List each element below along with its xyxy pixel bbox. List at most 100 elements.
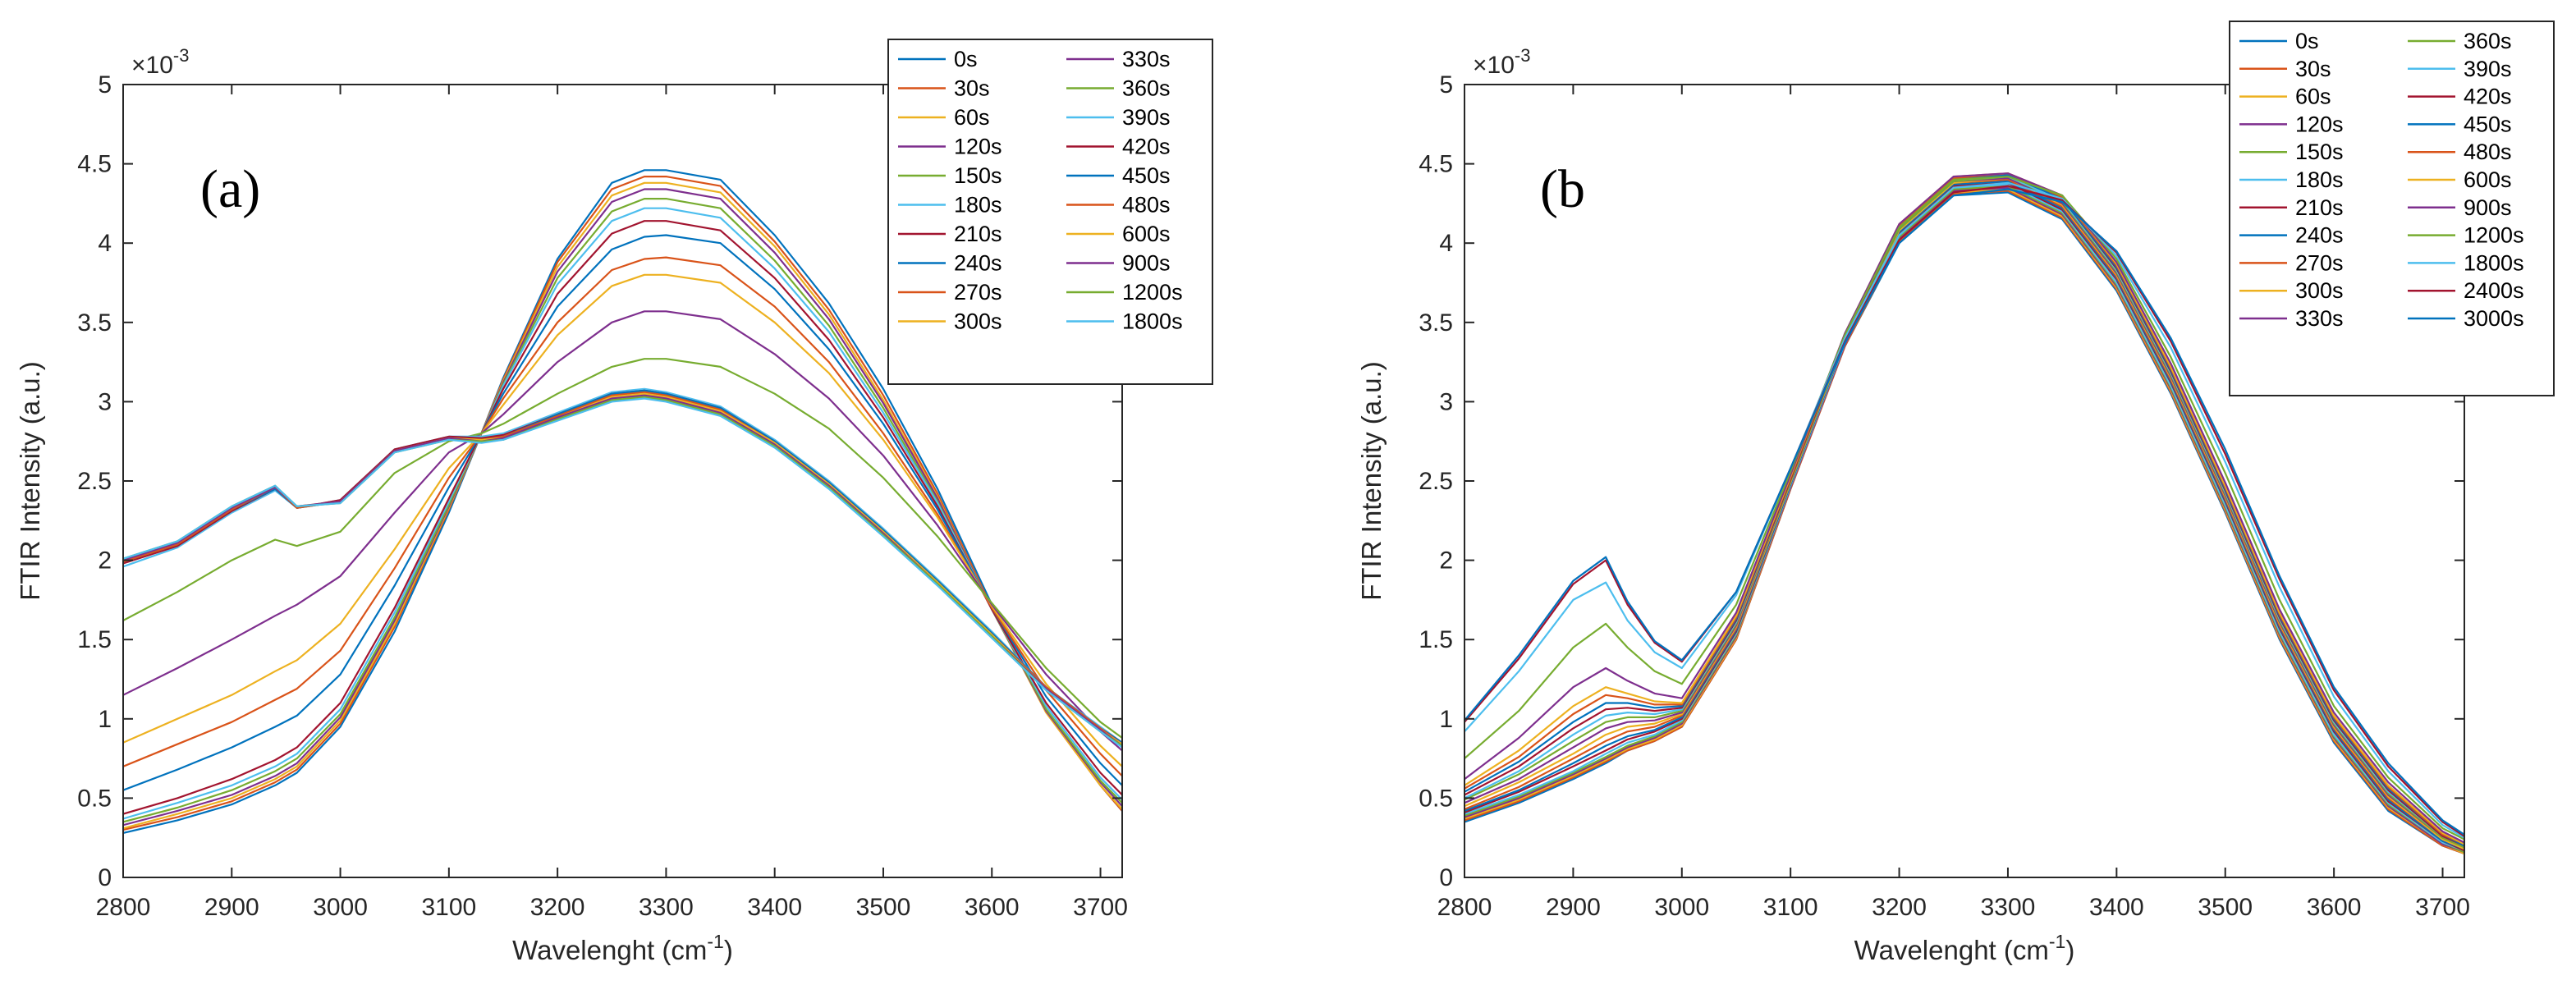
legend-entry: 1200s — [1066, 280, 1183, 305]
legend-label: 270s — [2295, 250, 2344, 275]
series-lines — [123, 169, 1122, 834]
legend-label: 450s — [2464, 112, 2512, 136]
legend-box — [887, 39, 1213, 385]
y-tick-label: 2 — [98, 547, 112, 575]
x-axis-label: Wavelenght (cm-1) — [1854, 931, 2075, 965]
legend-label: 480s — [2464, 140, 2512, 164]
x-tick-label: 3100 — [1763, 894, 1818, 921]
x-tick-label: 3400 — [2089, 894, 2144, 921]
y-tick-label: 1.5 — [77, 626, 112, 653]
legend-label: 3000s — [2464, 306, 2524, 331]
legend-entry: 180s — [2239, 167, 2344, 192]
legend-entry: 390s — [2408, 57, 2512, 81]
chart-panel-b: 2800 2900 3000 3100 3200 3300 3400 3500 3600 3700… — [1356, 21, 2555, 965]
series-line-2400s — [1464, 185, 2464, 837]
legend-entry: 360s — [2408, 29, 2512, 53]
legend-label: 150s — [2295, 140, 2344, 164]
y-tick-label: 4 — [1439, 230, 1453, 257]
series-line-900s — [1464, 172, 2464, 844]
legend-label: 900s — [1122, 251, 1171, 276]
legend-label: 420s — [2464, 85, 2512, 109]
panel-label: (b — [1540, 159, 1585, 219]
x-tick-label: 3400 — [747, 894, 802, 921]
legend-label: 300s — [954, 309, 1002, 334]
x-tick-label: 2800 — [96, 894, 151, 921]
legend-entry: 420s — [1066, 135, 1171, 159]
y-tick-label: 5 — [98, 71, 112, 98]
series-line-30s — [123, 176, 1122, 831]
legend-label: 450s — [1122, 163, 1171, 188]
legend-label: 270s — [954, 280, 1002, 305]
y-tick-label: 1 — [1439, 706, 1453, 733]
y-tick-label: 3 — [98, 388, 112, 415]
y-tick-label: 3.5 — [1419, 309, 1453, 337]
legend-label: 30s — [954, 76, 990, 101]
legend-entry: 150s — [898, 163, 1002, 188]
legend-entry: 420s — [2408, 85, 2512, 109]
legend-entry: 1200s — [2408, 223, 2524, 248]
legend-label: 60s — [954, 105, 990, 130]
panel-label: (a) — [200, 159, 260, 219]
legend-entry: 1800s — [2408, 250, 2524, 275]
legend-label: 300s — [2295, 278, 2344, 303]
legend-label: 420s — [1122, 135, 1171, 159]
legend-entry: 210s — [2239, 195, 2344, 220]
legend-entry: 450s — [2408, 112, 2512, 136]
legend: 0s30s60s120s150s180s210s240s270s300s330s… — [887, 39, 1213, 385]
series-line-1800s — [1464, 181, 2464, 839]
x-tick-label: 3200 — [530, 894, 585, 921]
legend-entry: 450s — [1066, 163, 1171, 188]
x-tick-label: 3300 — [1981, 894, 2036, 921]
legend-label: 240s — [2295, 223, 2344, 248]
legend-entry: 600s — [2408, 167, 2512, 192]
legend-entry: 330s — [2239, 306, 2344, 331]
legend-entry: 60s — [898, 105, 990, 130]
legend-entry: 480s — [1066, 193, 1171, 218]
y-tick-label: 0 — [98, 864, 112, 891]
legend-label: 360s — [2464, 29, 2512, 53]
legend-label: 150s — [954, 163, 1002, 188]
series-line-300s — [123, 273, 1122, 767]
legend-entry: 1800s — [1066, 309, 1183, 334]
x-tick-label: 3100 — [421, 894, 476, 921]
y-tick-label: 2.5 — [77, 468, 112, 495]
x-tick-label: 3500 — [856, 894, 911, 921]
legend-label: 60s — [2295, 85, 2331, 109]
legend: 0s30s60s120s150s180s210s240s270s300s330s… — [2229, 21, 2555, 396]
legend-entry: 0s — [898, 47, 978, 71]
legend-entry: 120s — [898, 135, 1002, 159]
legend-entry: 270s — [2239, 250, 2344, 275]
x-tick-label: 3600 — [965, 894, 1020, 921]
legend-label: 210s — [2295, 195, 2344, 220]
y-tick-label: 1.5 — [1419, 626, 1453, 653]
series-line-1200s — [1464, 176, 2464, 840]
legend-entry: 60s — [2239, 85, 2331, 109]
x-tick-label: 3700 — [2415, 894, 2470, 921]
legend-label: 120s — [2295, 112, 2344, 136]
legend-label: 240s — [954, 251, 1002, 276]
y-tick-label: 5 — [1439, 71, 1453, 98]
x-tick-label: 2900 — [1546, 894, 1601, 921]
legend-entry: 30s — [898, 76, 990, 101]
series-line-330s — [123, 310, 1122, 752]
legend-label: 0s — [2295, 29, 2319, 53]
y-tick-label: 0.5 — [1419, 785, 1453, 812]
y-tick-label: 3 — [1439, 388, 1453, 415]
legend-label: 360s — [1122, 76, 1171, 101]
legend-entry: 300s — [898, 309, 1002, 334]
legend-label: 210s — [954, 222, 1002, 246]
y-tick-label: 4.5 — [77, 151, 112, 178]
y-tick-label: 2.5 — [1419, 468, 1453, 495]
legend-label: 1800s — [1122, 309, 1183, 334]
legend-entry: 900s — [1066, 251, 1171, 276]
series-line-3000s — [1464, 188, 2464, 836]
legend-label: 480s — [1122, 193, 1171, 218]
legend-entry: 600s — [1066, 222, 1171, 246]
legend-label: 0s — [954, 47, 978, 71]
legend-label: 330s — [2295, 306, 2344, 331]
series-lines — [1464, 172, 2464, 855]
legend-entry: 2400s — [2408, 278, 2524, 303]
y-axis-multiplier: ×10-3 — [1473, 45, 1530, 79]
legend-entry: 360s — [1066, 76, 1171, 101]
x-tick-label: 2900 — [204, 894, 259, 921]
